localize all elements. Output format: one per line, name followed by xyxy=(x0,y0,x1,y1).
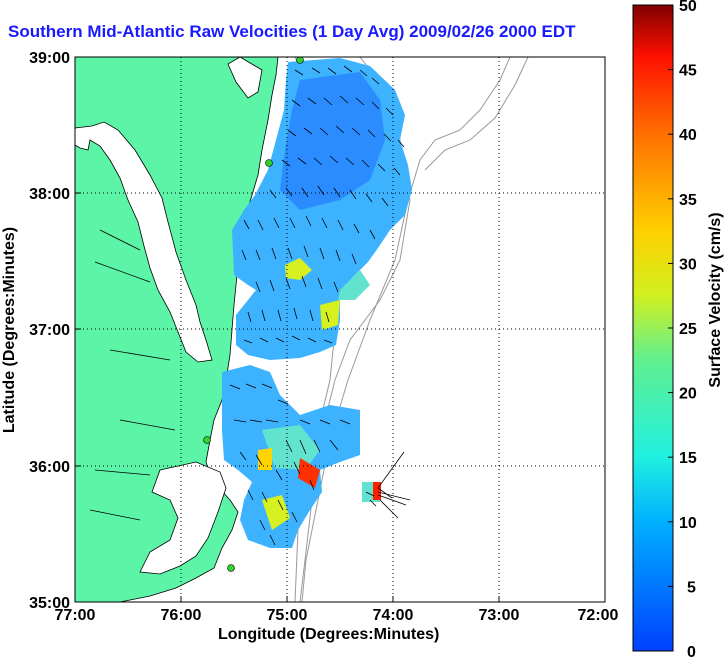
station-marker xyxy=(296,57,304,64)
lon-tick-label: 77:00 xyxy=(55,607,96,624)
y-axis-label: Latitude (Degrees:Minutes) xyxy=(1,227,18,433)
station-marker xyxy=(203,436,211,444)
lon-tick-label: 74:00 xyxy=(373,607,414,624)
bay-water xyxy=(75,121,213,363)
lat-tick-label: 36:00 xyxy=(29,459,70,476)
lat-tick-label: 38:00 xyxy=(29,186,70,203)
sound-water xyxy=(139,461,227,575)
map-title: Southern Mid-Atlantic Raw Velocities (1 … xyxy=(8,22,576,41)
colorbar-tick-label: 30 xyxy=(679,256,697,273)
station-marker xyxy=(265,159,273,167)
lat-tick-label: 35:00 xyxy=(29,595,70,612)
colorbar-tick-label: 45 xyxy=(679,63,697,80)
colorbar-tick-label: 50 xyxy=(679,0,697,15)
x-axis-label: Longitude (Degrees:Minutes) xyxy=(218,626,440,643)
lat-tick-label: 39:00 xyxy=(29,50,70,67)
lat-tick-label: 37:00 xyxy=(29,322,70,339)
colorbar-tick-label: 5 xyxy=(687,579,696,596)
colorbar-label: Surface Velocity (cm/s) xyxy=(707,212,724,387)
colorbar xyxy=(632,4,674,652)
grid xyxy=(75,57,605,602)
colorbar-tick-label: 40 xyxy=(679,127,697,144)
colorbar-tick-label: 20 xyxy=(679,386,697,403)
lon-tick-label: 75:00 xyxy=(267,607,308,624)
velocity-vectors xyxy=(229,65,411,546)
lon-tick-label: 73:00 xyxy=(479,607,520,624)
colorbar-tick-label: 35 xyxy=(679,192,697,209)
lon-tick-label: 72:00 xyxy=(578,607,619,624)
colorbar-tick-label: 10 xyxy=(679,515,697,532)
lon-tick-label: 76:00 xyxy=(161,607,202,624)
station-marker xyxy=(227,564,235,572)
colorbar-tick-label: 0 xyxy=(687,644,696,659)
bay-water xyxy=(227,57,263,99)
colorbar-tick-label: 25 xyxy=(679,321,697,338)
colorbar-tick-label: 15 xyxy=(679,450,697,467)
